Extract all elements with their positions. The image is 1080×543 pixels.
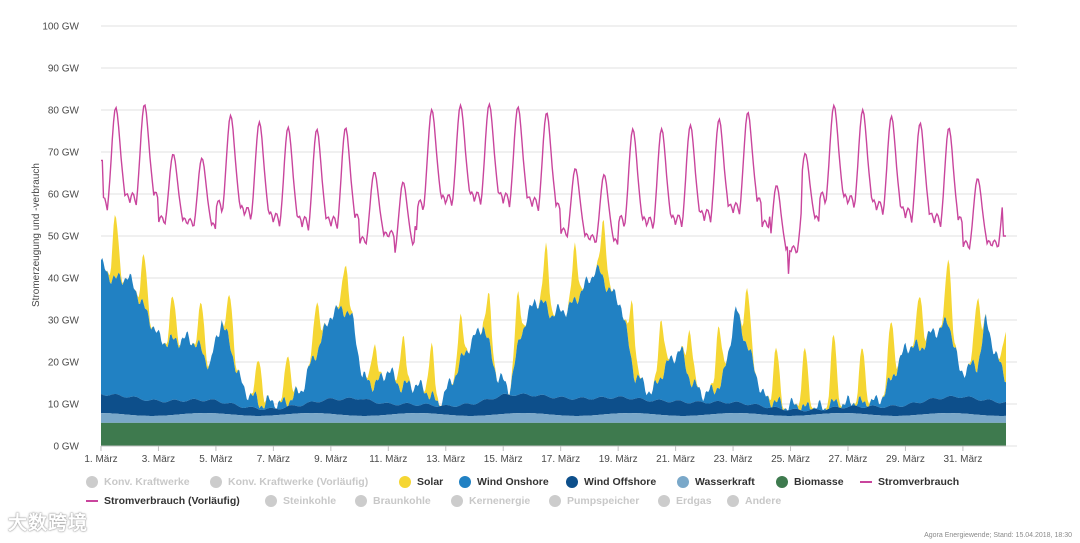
legend-label: Andere <box>745 495 782 507</box>
legend-item[interactable]: Steinkohle <box>265 495 336 507</box>
legend-label: Solar <box>417 476 444 488</box>
legend-item[interactable]: Biomasse <box>776 476 844 488</box>
legend-swatch <box>399 476 411 488</box>
x-tick-label: 31. März <box>943 454 982 465</box>
legend-label: Erdgas <box>676 495 712 507</box>
legend-swatch <box>860 481 872 483</box>
y-tick-label: 10 GW <box>48 400 80 411</box>
watermark-logo: 大数跨境 <box>8 513 89 534</box>
y-tick-label: 30 GW <box>48 316 80 327</box>
y-tick-label: 60 GW <box>48 190 80 201</box>
legend-swatch <box>86 500 98 502</box>
legend-label: Pumpspeicher <box>567 495 640 507</box>
wasserkraft-area[interactable] <box>101 413 1006 423</box>
legend-label: Wasserkraft <box>695 476 755 488</box>
y-tick-label: 70 GW <box>48 148 80 159</box>
legend-item[interactable]: Konv. Kraftwerke (Vorläufig) <box>210 476 368 488</box>
x-tick-label: 19. März <box>599 454 638 465</box>
x-tick-label: 29. März <box>886 454 925 465</box>
y-tick-label: 40 GW <box>48 274 80 285</box>
x-tick-label: 23. März <box>714 454 753 465</box>
y-tick-label: 100 GW <box>42 22 79 33</box>
y-tick-label: 50 GW <box>48 232 80 243</box>
x-tick-label: 7. März <box>257 454 290 465</box>
legend-label: Biomasse <box>794 476 844 488</box>
legend-item[interactable]: Wasserkraft <box>677 476 755 488</box>
legend-item[interactable]: Konv. Kraftwerke <box>86 476 190 488</box>
y-tick-label: 20 GW <box>48 358 80 369</box>
x-tick-label: 9. März <box>314 454 347 465</box>
legend-swatch <box>677 476 689 488</box>
legend-swatch <box>549 495 561 507</box>
chart-svg: 0 GW 10 GW 20 GW 30 GW 40 GW 50 GW 60 GW 70 GW 8… <box>31 22 1017 465</box>
y-tick-label: 80 GW <box>48 106 80 117</box>
legend-label: Konv. Kraftwerke (Vorläufig) <box>228 476 369 488</box>
legend-item[interactable]: Wind Onshore <box>459 476 549 488</box>
legend-item[interactable]: Erdgas <box>658 495 712 507</box>
stacked-areas <box>101 101 1006 446</box>
legend-label: Wind Onshore <box>477 476 549 488</box>
legend-label: Braunkohle <box>373 495 431 507</box>
legend-item[interactable]: Stromverbrauch <box>860 476 959 488</box>
legend-swatch <box>86 476 98 488</box>
legend-item[interactable]: Braunkohle <box>355 495 431 507</box>
x-tick-label: 3. März <box>142 454 175 465</box>
x-tick-label: 1. März <box>84 454 117 465</box>
legend-swatch <box>459 476 471 488</box>
x-tick-label: 17. März <box>541 454 580 465</box>
y-tick-label: 90 GW <box>48 64 80 75</box>
legend-swatch <box>265 495 277 507</box>
x-tick-label: 25. März <box>771 454 810 465</box>
legend-swatch <box>727 495 739 507</box>
legend-label: Wind Offshore <box>584 476 657 488</box>
x-tick-label: 27. März <box>829 454 868 465</box>
stromverbrauch-line[interactable] <box>101 101 1006 274</box>
legend-swatch <box>566 476 578 488</box>
wind-onshore-area[interactable] <box>101 258 1006 412</box>
legend-item[interactable]: Pumpspeicher <box>549 495 639 507</box>
legend-label: Stromverbrauch <box>878 476 960 488</box>
legend-item[interactable]: Wind Offshore <box>566 476 656 488</box>
legend-swatch <box>776 476 788 488</box>
legend-swatch <box>210 476 222 488</box>
x-tick-label: 5. März <box>199 454 232 465</box>
legend-item[interactable]: Andere <box>727 495 781 507</box>
y-axis: 0 GW 10 GW 20 GW 30 GW 40 GW 50 GW 60 GW 70 GW 8… <box>42 22 79 453</box>
y-tick-label: 0 GW <box>53 442 79 453</box>
x-axis: 1. März 3. März 5. März 7. März 9. März 11. M… <box>84 445 1006 465</box>
legend-label: Stromverbrauch (Vorläufig) <box>104 495 240 507</box>
legend-item[interactable]: Solar <box>399 476 443 488</box>
legend-swatch <box>658 495 670 507</box>
x-tick-label: 15. März <box>484 454 523 465</box>
legend-item[interactable]: Stromverbrauch (Vorläufig) <box>86 495 240 507</box>
legend-label: Konv. Kraftwerke <box>104 476 190 488</box>
source-credit: Agora Energiewende; Stand: 15.04.2018, 1… <box>924 532 1072 539</box>
legend-label: Kernenergie <box>469 495 531 507</box>
legend-label: Steinkohle <box>283 495 337 507</box>
legend-swatch <box>355 495 367 507</box>
x-tick-label: 13. März <box>426 454 465 465</box>
wind-offshore-area[interactable] <box>101 393 1006 417</box>
x-tick-label: 11. März <box>369 454 407 465</box>
x-tick-label: 21. März <box>656 454 695 465</box>
legend-swatch <box>451 495 463 507</box>
y-axis-label: Stromerzeugung und -verbrauch <box>31 163 42 307</box>
legend-item[interactable]: Kernenergie <box>451 495 530 507</box>
biomasse-area[interactable] <box>101 422 1006 446</box>
